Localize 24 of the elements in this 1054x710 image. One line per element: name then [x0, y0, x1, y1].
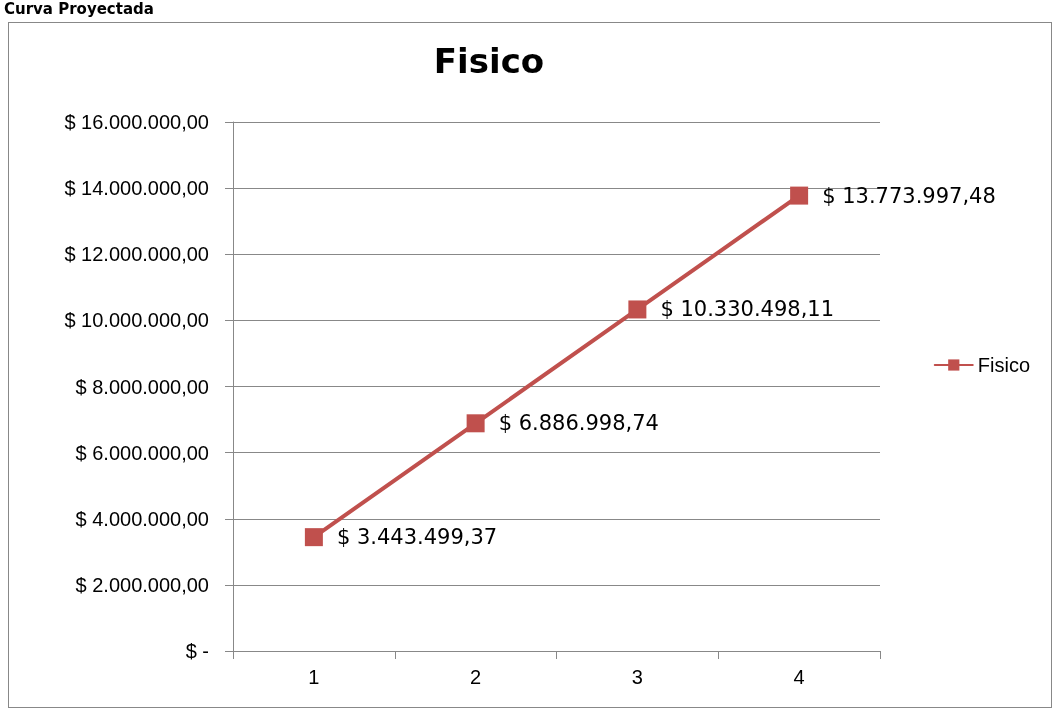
- x-tick-label: 2: [470, 666, 482, 688]
- data-label: $ 13.773.997,48: [822, 183, 996, 208]
- y-tick-label: $ 8.000.000,00: [75, 375, 209, 398]
- chart-title: Fisico: [433, 41, 545, 81]
- text: Curva Proyectada: [4, 0, 154, 18]
- x-tick-label: 1: [308, 666, 320, 688]
- y-tick-label: $ 2.000.000,00: [75, 573, 209, 596]
- data-label: $ 3.443.499,37: [336, 525, 498, 550]
- point: [466, 414, 485, 433]
- x-tick-label: 3: [631, 666, 643, 688]
- point: [790, 186, 809, 205]
- data-label: $ 6.886.998,74: [498, 411, 659, 436]
- y-tick-label: $ 14.000.000,00: [64, 177, 209, 200]
- y-tick-label: $ 6.000.000,00: [75, 441, 209, 464]
- x-tick-label: 4: [793, 666, 805, 688]
- legend-label: Fisico: [977, 354, 1031, 376]
- y-tick-label: $ 10.000.000,00: [64, 309, 209, 332]
- point: [628, 300, 647, 319]
- data-label: $ 10.330.498,11: [660, 297, 835, 322]
- point: [304, 528, 323, 547]
- y-tick-label: $ -: [185, 640, 209, 662]
- y-tick-label: $ 4.000.000,00: [75, 507, 209, 530]
- y-tick-label: $ 16.000.000,00: [64, 111, 209, 133]
- y-tick-label: $ 12.000.000,00: [64, 243, 209, 266]
